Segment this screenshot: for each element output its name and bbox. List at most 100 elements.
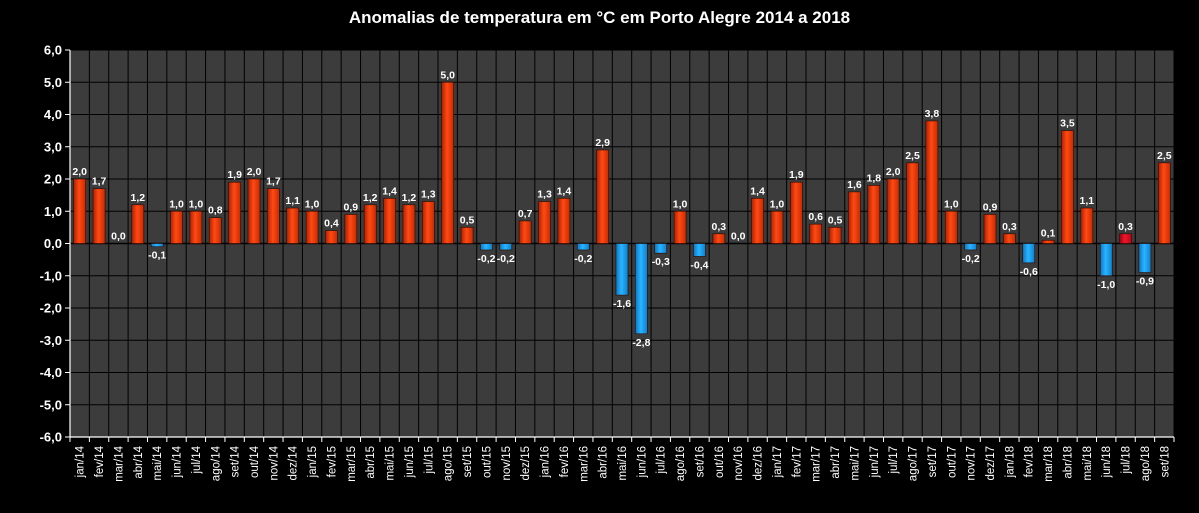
bar-abr-14: [131, 204, 145, 244]
x-tick-label: out/15: [481, 446, 493, 478]
x-tick-label: mar/15: [346, 446, 358, 482]
data-label: 0,9: [983, 201, 998, 213]
bar-ago-17: [906, 162, 919, 244]
x-tick-label: fev/17: [791, 446, 803, 477]
y-tick-label: -6,0: [40, 430, 62, 445]
data-label: 1,8: [866, 172, 881, 184]
x-tick-label: dez/17: [985, 446, 997, 481]
bar-jun-17: [867, 185, 881, 244]
data-label: 0,5: [828, 214, 843, 226]
y-tick-label: 4,0: [44, 107, 62, 122]
bar-fev-14: [92, 188, 106, 244]
x-tick-label: set/14: [230, 445, 242, 477]
bar-fev-17: [790, 181, 803, 244]
data-label: 2,0: [886, 166, 901, 178]
y-tick-label: 1,0: [44, 204, 62, 219]
x-tick-label: jun/16: [636, 446, 648, 478]
data-label: 1,4: [750, 185, 765, 197]
bar-fev-16: [557, 198, 571, 244]
bar-abr-18: [1061, 130, 1074, 244]
x-tick-label: mar/17: [811, 446, 823, 482]
bar-jul-17: [886, 178, 900, 244]
x-tick-label: set/17: [927, 446, 939, 477]
bar-nov-17: [964, 243, 977, 251]
data-label: -0,4: [690, 259, 708, 271]
data-label: 2,5: [905, 150, 920, 162]
x-tick-label: jul/14: [191, 445, 203, 474]
y-tick-label: 6,0: [44, 43, 62, 58]
data-label: 1,1: [1080, 195, 1095, 207]
bar-ago-16: [673, 210, 687, 244]
bar-mai-14: [150, 243, 164, 248]
x-tick-label: abr/14: [133, 445, 145, 478]
data-label: -0,3: [652, 256, 670, 268]
bar-mar-16: [576, 243, 590, 251]
bar-out-17: [944, 210, 958, 244]
data-label: -0,2: [962, 253, 980, 265]
x-tick-label: jan/15: [307, 446, 319, 478]
data-label: -0,6: [1020, 266, 1038, 278]
bar-mai-16: [615, 243, 629, 296]
x-tick-label: jun/15: [404, 446, 416, 478]
data-label: 0,3: [1002, 221, 1017, 233]
x-tick-label: abr/15: [365, 446, 377, 479]
y-axis-ticks: 6,0 5,0 4,0 3,0 2,0 1,0 0,0 -1,0 -2,0 -3,0 -4,0 -5,…: [40, 43, 62, 445]
x-tick-label: jan/14: [75, 445, 87, 478]
x-tick-label: set/15: [462, 446, 474, 477]
bar-abr-17: [828, 227, 842, 244]
y-tick-label: 0,0: [44, 236, 62, 251]
data-label: 1,2: [130, 192, 145, 204]
bar-jun-16: [635, 243, 648, 335]
data-label: 1,2: [363, 192, 378, 204]
bar-set-16: [693, 243, 706, 257]
chart-title: Anomalias de temperatura em °C em Porto …: [348, 8, 851, 27]
data-label: -2,8: [632, 337, 650, 349]
data-label: 2,0: [247, 166, 262, 178]
data-label: 1,3: [537, 189, 552, 201]
bar-mar-17: [809, 223, 822, 244]
bar-jul-18: [1119, 233, 1132, 244]
x-tick-label: jul/16: [656, 446, 668, 475]
bar-mai-17: [848, 191, 861, 244]
data-label: 2,5: [1157, 150, 1172, 162]
bar-dez-17: [983, 214, 997, 244]
bar-out-16: [712, 233, 726, 244]
data-label: 1,6: [847, 179, 862, 191]
bar-jul-15: [422, 201, 435, 244]
data-label: 2,9: [595, 137, 610, 149]
x-tick-label: ago/16: [675, 446, 687, 481]
bar-out-15: [480, 243, 493, 251]
x-tick-label: mai/15: [385, 446, 397, 481]
bar-jul-14: [189, 210, 203, 244]
x-tick-label: out/17: [946, 446, 958, 478]
x-tick-label: out/16: [714, 446, 726, 478]
bars: [73, 81, 1171, 335]
y-tick-label: -1,0: [40, 268, 62, 283]
bar-dez-15: [518, 220, 532, 244]
x-tick-label: abr/16: [598, 446, 610, 479]
bar-mar-18: [1041, 239, 1055, 244]
data-label: 1,7: [92, 176, 107, 188]
data-label: 1,0: [189, 198, 204, 210]
bar-mai-18: [1080, 207, 1094, 244]
data-label: 0,0: [731, 231, 746, 243]
bar-mai-15: [383, 198, 396, 244]
x-tick-label: set/16: [694, 446, 706, 477]
bar-jul-16: [654, 243, 668, 254]
data-label: -1,6: [613, 298, 631, 310]
data-label: 0,4: [324, 218, 339, 230]
data-label: 1,0: [673, 198, 688, 210]
y-tick-label: 2,0: [44, 172, 62, 187]
data-label: 1,9: [789, 169, 804, 181]
axes: [65, 49, 1175, 442]
x-tick-label: jun/14: [172, 445, 184, 478]
x-tick-label: nov/17: [966, 446, 978, 481]
bar-jan-18: [1003, 233, 1016, 244]
data-label: 0,0: [111, 231, 126, 243]
data-label: 1,4: [382, 185, 397, 197]
x-tick-label: fev/18: [1024, 446, 1036, 477]
bar-mar-15: [344, 214, 358, 244]
bar-nov-15: [499, 243, 513, 251]
data-label: 1,2: [402, 192, 417, 204]
